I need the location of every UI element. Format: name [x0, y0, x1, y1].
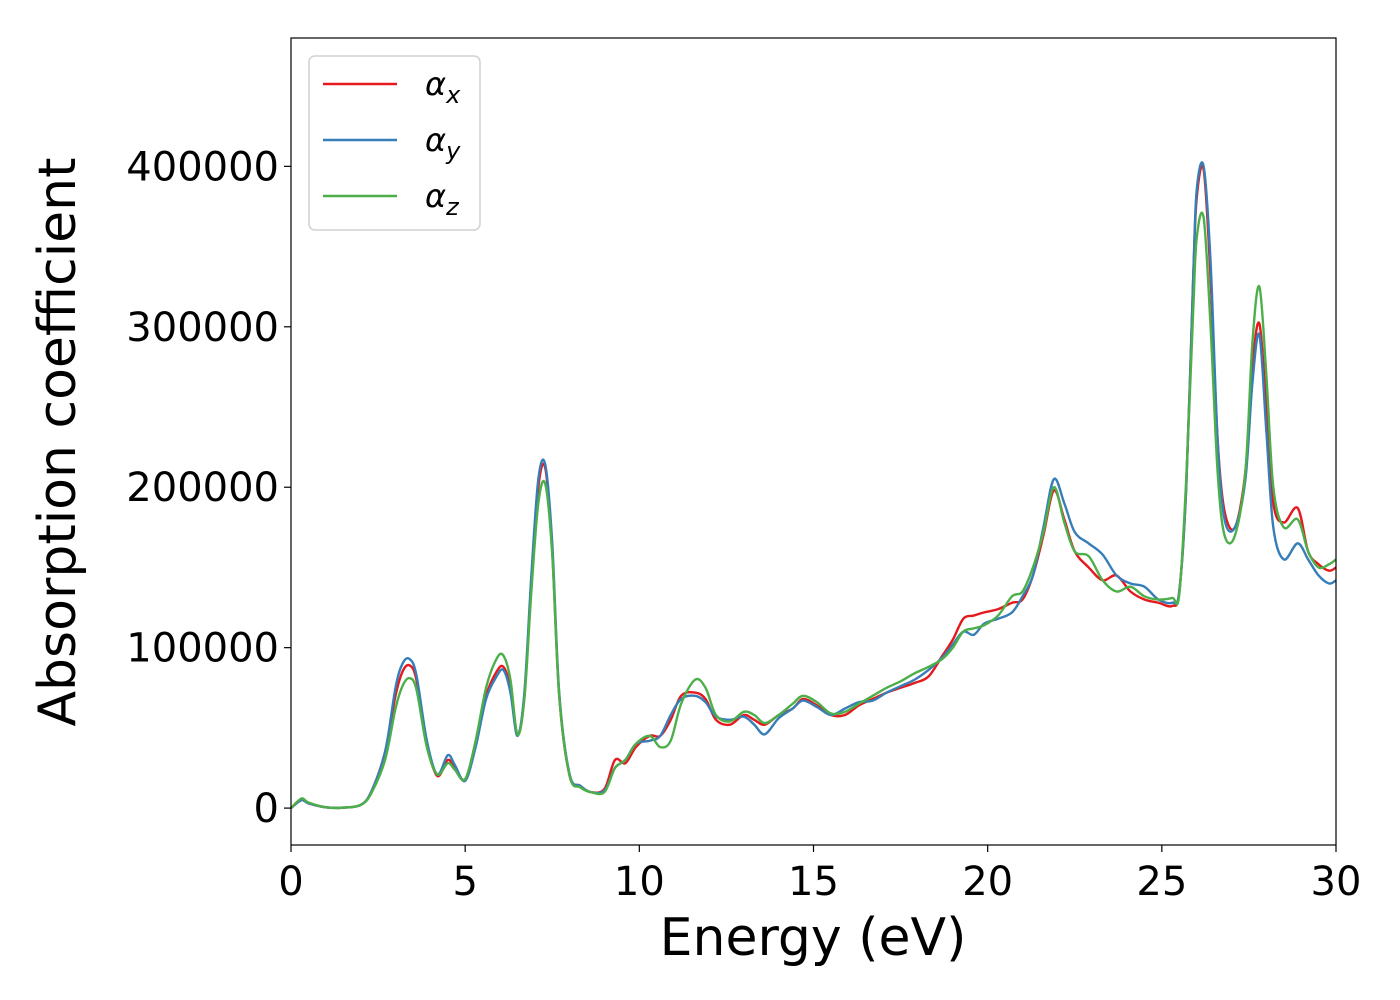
y-tick-label: 100000 [126, 626, 279, 672]
y-tick-label: 200000 [126, 465, 279, 511]
x-axis-title: Energy (eV) [660, 908, 967, 968]
plot-lines [290, 161, 1337, 810]
series-line-z [290, 211, 1337, 810]
x-tick-label: 5 [452, 859, 477, 905]
y-tick-label: 300000 [126, 305, 279, 351]
y-tick-label: 0 [254, 786, 279, 832]
y-tick-label: 400000 [126, 144, 279, 190]
x-tick-label: 30 [1311, 859, 1362, 905]
y-axis-title: Absorption coefficient [28, 157, 88, 726]
series-line-y [290, 161, 1337, 810]
x-axis: 0 5 10 15 20 25 30 [278, 845, 1361, 905]
legend-box [308, 55, 481, 231]
x-tick-label: 10 [614, 859, 665, 905]
legend-label-x: αx [425, 65, 461, 109]
x-tick-label: 0 [278, 859, 303, 905]
y-axis: 0 100000 200000 300000 400000 [126, 144, 291, 832]
x-tick-label: 15 [788, 859, 839, 905]
x-tick-label: 25 [1136, 859, 1187, 905]
legend-label-z: αz [425, 177, 460, 221]
series-line-x [290, 164, 1337, 810]
x-tick-label: 20 [962, 859, 1013, 905]
legend: αx αy αz [308, 55, 481, 231]
legend-label-y: αy [425, 121, 461, 165]
